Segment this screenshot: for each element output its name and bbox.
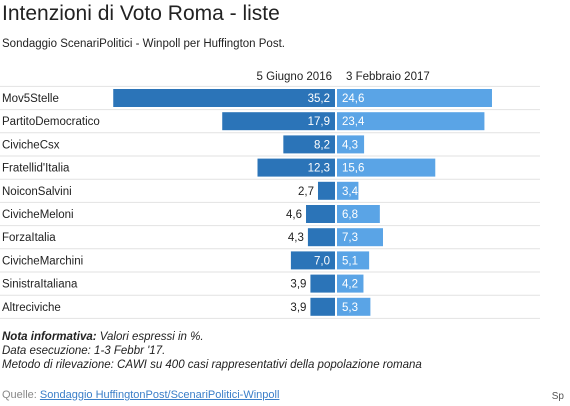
- value-label-2017: 15,6: [342, 163, 364, 175]
- value-label-2017: 5,1: [342, 255, 358, 267]
- value-label-2016: 3,9: [290, 279, 306, 291]
- series-label-2017: 3 Febbraio 2017: [346, 71, 430, 83]
- value-label-2017: 23,4: [342, 116, 365, 128]
- source-label: Quelle:: [2, 389, 40, 401]
- bar-chart: 5 Giugno 2016 3 Febbraio 2017 Mov5Stelle 35…: [0, 71, 540, 319]
- bar-2017: [337, 251, 370, 270]
- chart-subtitle: Sondaggio ScenariPolitici - Winpoll per …: [2, 38, 285, 50]
- notes-block: Nota informativa: Valori espressi in %. …: [2, 330, 422, 372]
- bar-2016: [310, 274, 335, 293]
- bar-2017: [337, 205, 380, 223]
- bar-2016: [113, 89, 336, 107]
- bar-2017: [337, 297, 371, 316]
- note-text: Valori espressi in %.: [96, 331, 204, 343]
- bar-2017: [337, 89, 492, 107]
- value-label-2016: 8,2: [314, 139, 330, 151]
- bar-2016: [307, 228, 335, 247]
- value-label-2016: 17,9: [308, 116, 330, 128]
- value-label-2016: 4,3: [288, 232, 304, 244]
- source-line: Quelle: Sondaggio HuffingtonPost/Scenari…: [2, 389, 279, 401]
- value-label-2016: 7,0: [314, 255, 330, 267]
- category-label: CivicheMarchini: [2, 255, 83, 267]
- value-label-2016: 2,7: [298, 186, 314, 198]
- bar-2016: [290, 251, 335, 270]
- value-label-2017: 4,3: [342, 139, 358, 151]
- value-label-2017: 7,3: [342, 232, 358, 244]
- chart-title: Intenzioni di Voto Roma - liste: [2, 2, 280, 25]
- value-label-2016: 3,9: [290, 302, 306, 314]
- bar-2016: [222, 112, 335, 131]
- category-label: Altreciviche: [2, 302, 61, 314]
- note-line-1: Nota informativa: Valori espressi in %.: [2, 330, 422, 344]
- bar-2016: [310, 297, 335, 316]
- value-label-2017: 6,8: [342, 209, 358, 221]
- source-link[interactable]: Sondaggio HuffingtonPost/ScenariPolitici…: [39, 389, 280, 401]
- category-label: PartitoDemocratico: [2, 116, 100, 128]
- note-label: Nota informativa:: [2, 331, 97, 343]
- corner-text: Sp: [551, 391, 564, 402]
- note-line-3: Metodo di rilevazione: CAWI su 400 casi …: [2, 359, 422, 371]
- category-label: CivicheMeloni: [2, 209, 74, 221]
- value-label-2016: 12,3: [308, 163, 330, 175]
- bar-2017: [337, 135, 365, 154]
- value-label-2017: 24,6: [342, 93, 364, 105]
- category-label: Fratellid'Italia: [2, 163, 70, 175]
- bar-2016: [306, 205, 335, 223]
- value-label-2016: 35,2: [308, 93, 330, 105]
- series-label-2016: 5 Giugno 2016: [257, 71, 332, 83]
- bar-2016: [257, 158, 335, 177]
- category-label: ForzaItalia: [2, 232, 56, 244]
- category-label: NoiconSalvini: [2, 186, 72, 198]
- note-line-2: Data esecuzione: 1-3 Febbr '17.: [2, 345, 166, 357]
- bar-2017: [337, 112, 485, 131]
- value-label-2017: 4,2: [342, 279, 358, 291]
- category-label: SinistraItaliana: [2, 279, 78, 291]
- bar-2016: [283, 135, 335, 154]
- bar-2017: [337, 228, 383, 247]
- category-label: CivicheCsx: [2, 139, 60, 151]
- bar-2017: [337, 158, 436, 177]
- value-label-2017: 3,4: [342, 186, 359, 198]
- value-label-2016: 4,6: [286, 209, 302, 221]
- category-label: Mov5Stelle: [2, 93, 59, 105]
- bar-2017: [337, 181, 359, 200]
- bar-2017: [337, 274, 364, 293]
- value-label-2017: 5,3: [342, 302, 358, 314]
- bar-2016: [317, 181, 335, 200]
